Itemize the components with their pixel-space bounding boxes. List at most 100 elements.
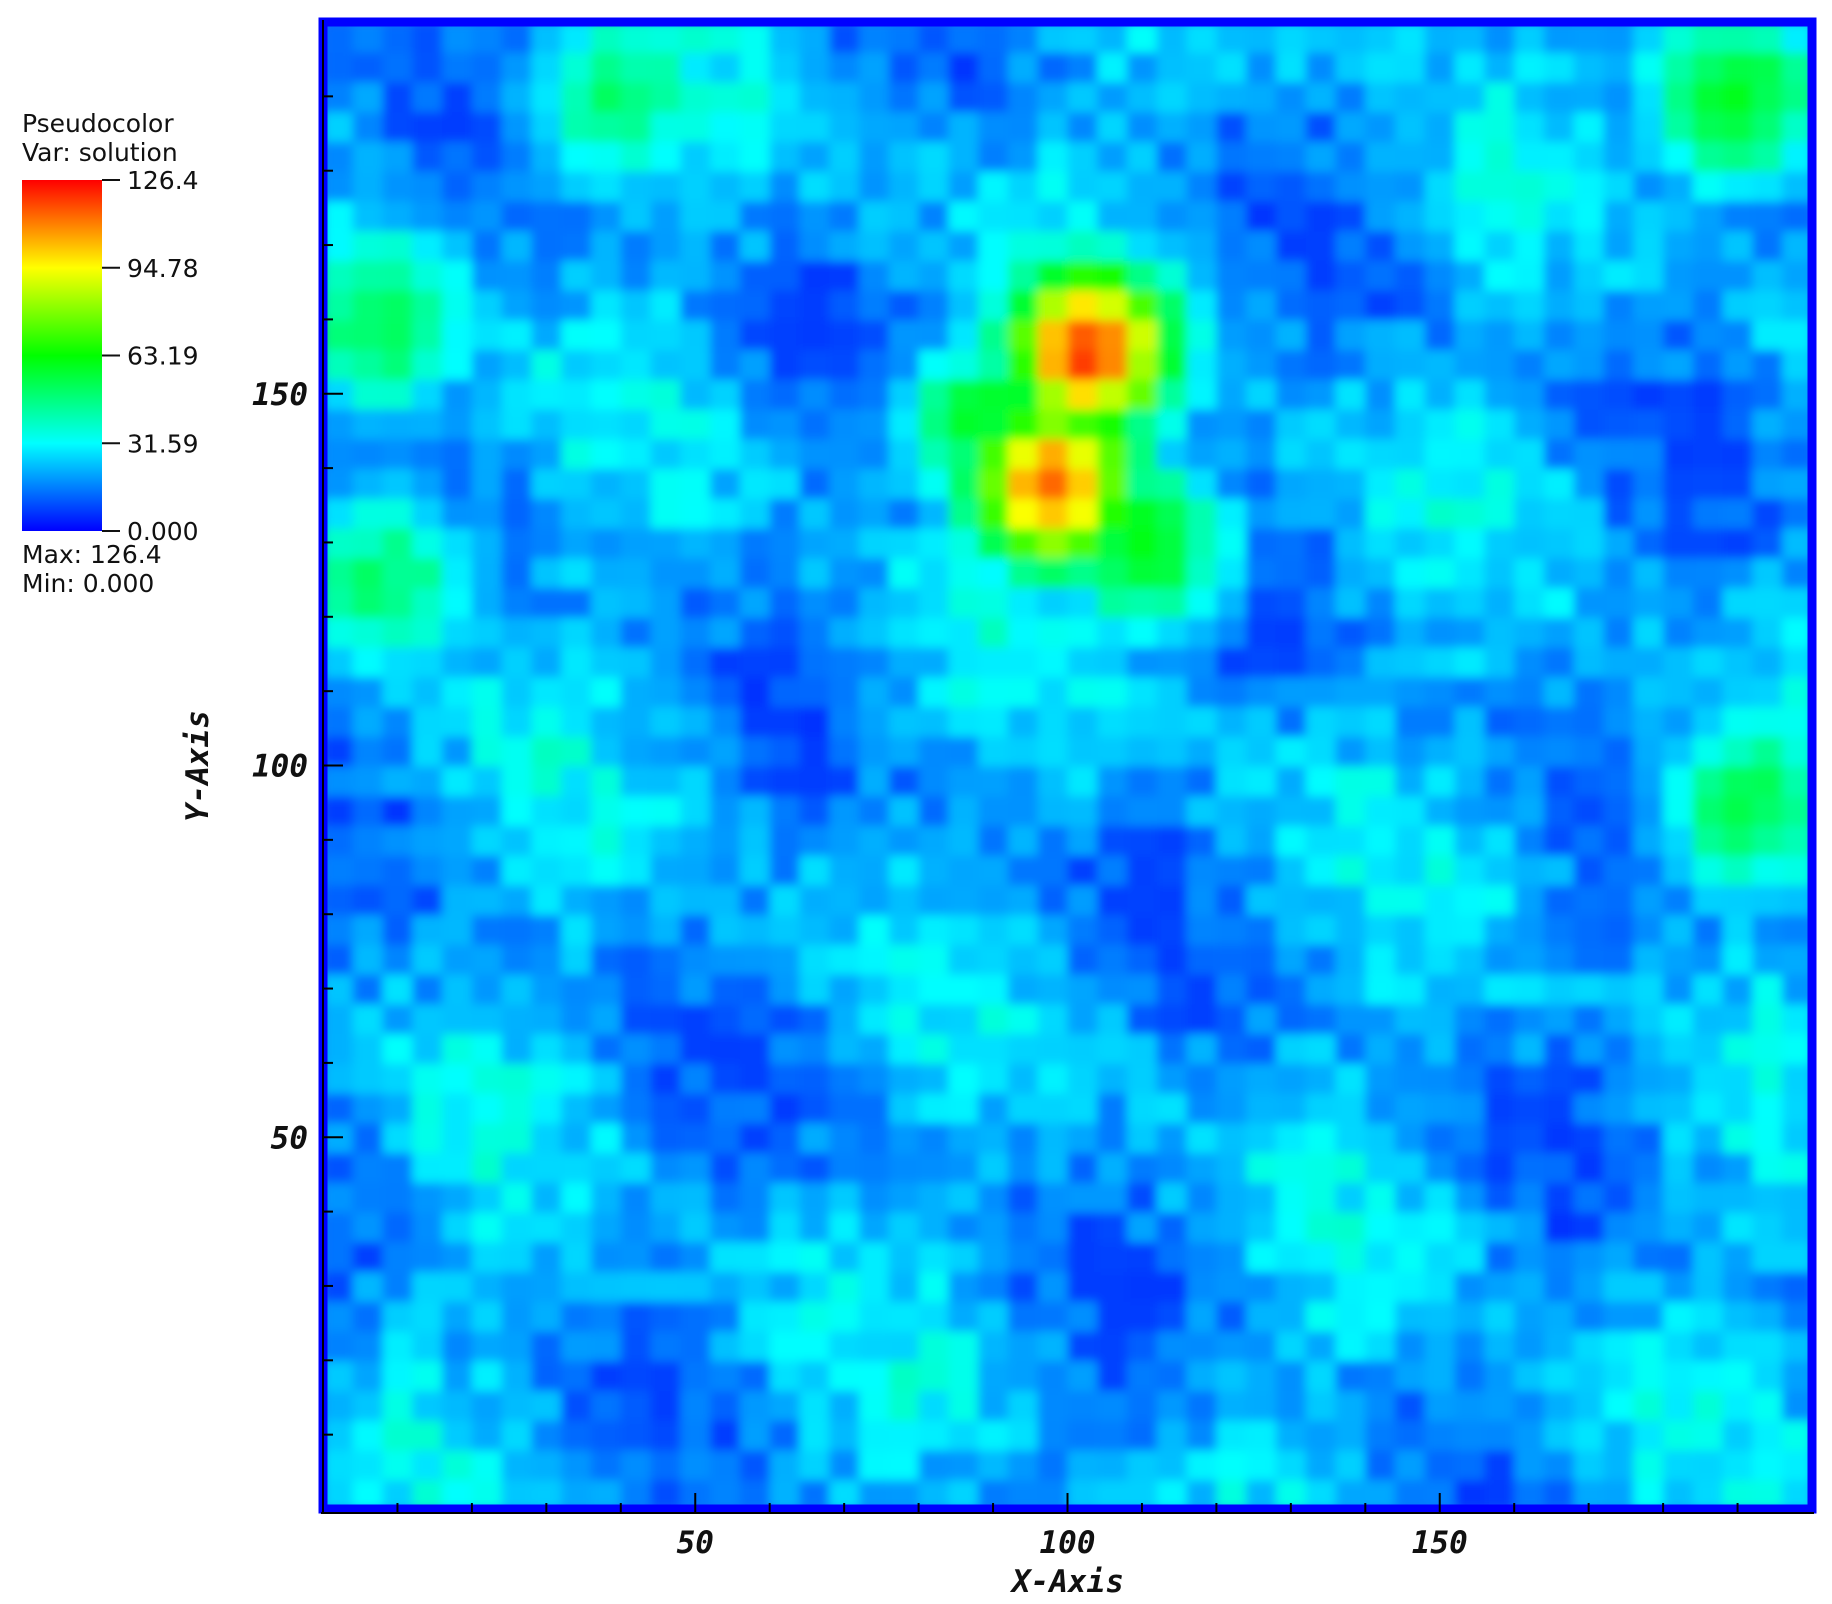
heatmap-cell <box>859 795 890 826</box>
heatmap-cell <box>1246 111 1277 142</box>
heatmap-cell <box>1514 1062 1545 1094</box>
heatmap-cell <box>531 1300 563 1332</box>
heatmap-cell <box>918 1003 950 1035</box>
heatmap-cell <box>1246 735 1277 767</box>
heatmap-cell <box>382 319 414 351</box>
heatmap-cell <box>1186 230 1218 261</box>
heatmap-cell <box>769 587 801 618</box>
heatmap-cell <box>1246 765 1277 797</box>
heatmap-cell <box>650 1419 682 1451</box>
heatmap-cell <box>1216 289 1248 321</box>
heatmap-cell <box>829 1390 861 1421</box>
heatmap-cell <box>412 1152 444 1183</box>
heatmap-cell <box>1037 170 1069 202</box>
heatmap-cell <box>531 1181 563 1213</box>
heatmap-cell <box>591 1271 622 1302</box>
heatmap-cell <box>710 557 741 589</box>
heatmap-cell <box>1663 735 1694 767</box>
heatmap-cell <box>1305 1152 1337 1183</box>
heatmap-cell <box>769 1122 801 1154</box>
heatmap-cell <box>591 557 622 589</box>
heatmap-cell <box>1752 824 1784 856</box>
heatmap-cell <box>1484 230 1516 261</box>
heatmap-cell <box>1543 51 1575 83</box>
heatmap-cell <box>1067 1152 1099 1183</box>
heatmap-cell <box>561 170 593 202</box>
heatmap-cell <box>710 349 741 380</box>
heatmap-cell <box>1156 1241 1188 1273</box>
heatmap-cell <box>650 824 682 856</box>
heatmap-cell <box>412 1449 444 1481</box>
heatmap-cell <box>650 884 682 916</box>
heatmap-cell <box>412 1003 444 1035</box>
heatmap-cell <box>1127 973 1158 1005</box>
heatmap-cell <box>888 1241 920 1273</box>
heatmap-cell <box>918 140 950 172</box>
heatmap-cell <box>531 497 563 529</box>
heatmap-cell <box>888 468 920 499</box>
heatmap-cell <box>650 1390 682 1421</box>
heatmap-cell <box>1037 22 1069 53</box>
heatmap-cell <box>1275 468 1307 499</box>
heatmap-cell <box>829 854 861 886</box>
heatmap-cell <box>1692 200 1724 232</box>
heatmap-cell <box>1752 1152 1784 1183</box>
heatmap-cell <box>1216 1330 1248 1362</box>
heatmap-cell <box>591 81 622 113</box>
heatmap-cell <box>531 111 563 142</box>
heatmap-cell <box>1216 973 1248 1005</box>
heatmap-cell <box>501 1330 533 1362</box>
heatmap-cell <box>501 1003 533 1035</box>
heatmap-cell <box>1395 22 1426 53</box>
heatmap-cell <box>620 319 652 351</box>
heatmap-cell <box>412 824 444 856</box>
heatmap-cell <box>501 824 533 856</box>
heatmap-cell <box>1335 1271 1367 1302</box>
heatmap-cell <box>888 646 920 678</box>
heatmap-cell <box>501 22 533 53</box>
heatmap-cell <box>829 765 861 797</box>
heatmap-cell <box>859 1181 890 1213</box>
heatmap-cell <box>650 438 682 470</box>
heatmap-cell <box>1424 1330 1456 1362</box>
heatmap-cell <box>501 1152 533 1183</box>
heatmap-cell <box>1424 51 1456 83</box>
heatmap-cell <box>1186 1271 1218 1302</box>
heatmap-cell <box>1543 973 1575 1005</box>
heatmap-cell <box>412 81 444 113</box>
heatmap-cell <box>1722 616 1754 648</box>
heatmap-cell <box>1484 943 1516 975</box>
heatmap-cell <box>501 884 533 916</box>
heatmap-cell <box>888 319 920 351</box>
heatmap-cell <box>1007 527 1039 559</box>
heatmap-cell <box>1424 1271 1456 1302</box>
heatmap-cell <box>1305 1419 1337 1451</box>
heatmap-cell <box>1633 1419 1665 1451</box>
heatmap-cell <box>769 349 801 380</box>
heatmap-cell <box>1007 854 1039 886</box>
heatmap-cell <box>620 676 652 708</box>
heatmap-cells <box>323 22 1812 1509</box>
heatmap-cell <box>1692 1419 1724 1451</box>
heatmap-cell <box>829 1092 861 1124</box>
heatmap-cell <box>1484 1271 1516 1302</box>
heatmap-cell <box>1007 1033 1039 1064</box>
heatmap-cell <box>1097 289 1129 321</box>
heatmap-cell <box>1335 557 1367 589</box>
heatmap-cell <box>1633 51 1665 83</box>
heatmap-cell <box>1097 51 1129 83</box>
heatmap-cell <box>412 1419 444 1451</box>
heatmap-cell <box>769 914 801 945</box>
heatmap-cell <box>1454 1211 1486 1243</box>
heatmap-cell <box>1543 1003 1575 1035</box>
heatmap-cell <box>501 765 533 797</box>
heatmap-cell <box>1186 1390 1218 1421</box>
heatmap-cell <box>1216 319 1248 351</box>
heatmap-cell <box>948 706 980 737</box>
heatmap-cell <box>859 438 890 470</box>
heatmap-cell <box>620 587 652 618</box>
heatmap-cell <box>1067 1181 1099 1213</box>
heatmap-cell <box>442 587 473 618</box>
heatmap-cell <box>918 170 950 202</box>
heatmap-cell <box>1335 1062 1367 1094</box>
